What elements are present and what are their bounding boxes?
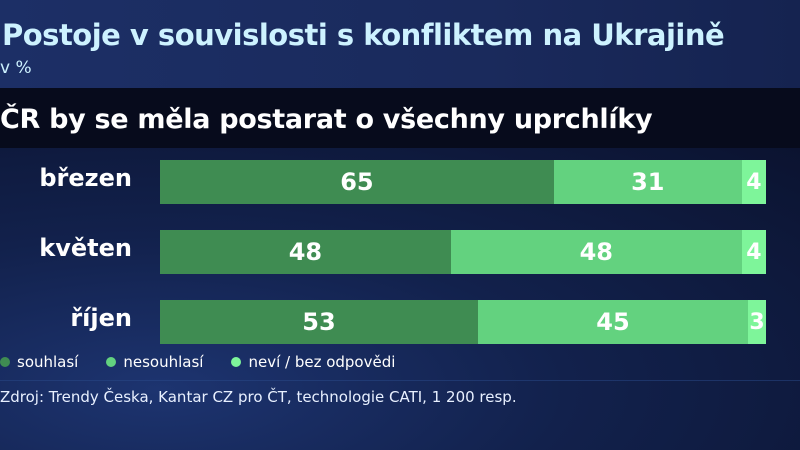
stacked-bar: 53 45 3	[160, 300, 766, 344]
bar-row: březen 65 31 4	[0, 160, 800, 204]
row-label: březen	[39, 164, 132, 192]
legend-dot-icon	[106, 357, 117, 367]
segment-nesouhlasi: 48	[450, 230, 742, 274]
stacked-bar: 65 31 4	[160, 160, 766, 204]
legend-label: neví / bez odpovědi	[248, 353, 396, 371]
chart-title: Postoje v souvislosti s konfliktem na Uk…	[2, 18, 725, 52]
legend-item-nesouhlasi: nesouhlasí	[106, 353, 203, 371]
subtitle-band	[0, 88, 800, 148]
segment-nesouhlasi: 45	[478, 300, 748, 344]
divider	[0, 380, 800, 381]
legend: souhlasí nesouhlasí neví / bez odpovědi	[0, 352, 423, 372]
row-label: květen	[39, 234, 132, 262]
legend-item-souhlasi: souhlasí	[0, 353, 78, 371]
segment-souhlasi: 48	[160, 230, 451, 274]
stacked-bar: 48 48 4	[160, 230, 766, 274]
chart-subtitle: ČR by se měla postarat o všechny uprchlí…	[0, 104, 653, 135]
bar-row: květen 48 48 4	[0, 230, 800, 274]
segment-nesouhlasi: 31	[553, 160, 742, 204]
segment-nevi: 3	[748, 300, 766, 344]
legend-item-nevi: neví / bez odpovědi	[231, 353, 395, 371]
segment-souhlasi: 65	[160, 160, 554, 204]
legend-label: souhlasí	[17, 353, 79, 371]
legend-dot-icon	[0, 357, 10, 367]
source-note: Zdroj: Trendy Česka, Kantar CZ pro ČT, t…	[0, 388, 517, 406]
unit-label: v %	[0, 58, 32, 78]
legend-label: nesouhlasí	[123, 353, 204, 371]
header: Postoje v souvislosti s konfliktem na Uk…	[0, 0, 800, 88]
segment-souhlasi: 53	[160, 300, 478, 344]
segment-nevi: 4	[741, 160, 766, 204]
segment-nevi: 4	[741, 230, 766, 274]
legend-dot-icon	[231, 357, 242, 367]
bar-row: říjen 53 45 3	[0, 300, 800, 344]
row-label: říjen	[70, 304, 132, 332]
